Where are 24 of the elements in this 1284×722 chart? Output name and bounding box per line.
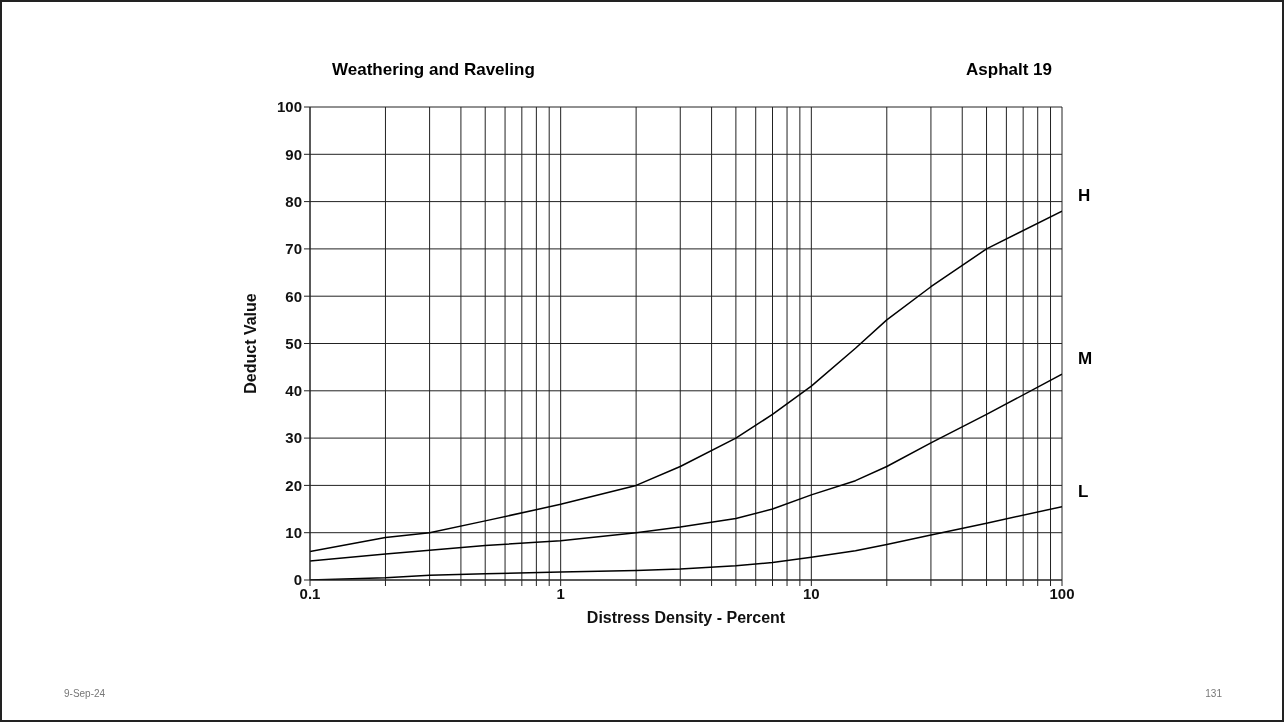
y-tick-label: 80 xyxy=(285,192,302,210)
x-tick-label: 100 xyxy=(1049,584,1075,602)
y-tick-label: 0 xyxy=(293,571,302,589)
x-tick-label: 0.1 xyxy=(299,584,321,602)
series-label: H xyxy=(1078,186,1091,206)
y-axis-title: Deduct Value xyxy=(241,293,259,394)
text: 131 xyxy=(1205,688,1222,699)
y-tick-label: 100 xyxy=(276,98,302,116)
y-tick-label: 50 xyxy=(285,334,302,352)
y-tick-label: 90 xyxy=(285,145,302,163)
x-axis-title: Distress Density - Percent xyxy=(586,609,786,627)
y-tick-label: 30 xyxy=(285,429,302,447)
y-tick-label: 20 xyxy=(285,476,302,494)
x-tick-label: 10 xyxy=(802,584,820,602)
y-tick-label: 10 xyxy=(285,524,302,542)
text: 9-Sep-24 xyxy=(64,688,106,699)
series-label: L xyxy=(1078,481,1089,501)
x-tick-label: 1 xyxy=(556,584,565,602)
chart-subtitle: Asphalt 19 xyxy=(966,60,1052,80)
chart-title: Weathering and Raveling xyxy=(332,60,535,80)
series-label: M xyxy=(1078,349,1093,369)
y-tick-label: 60 xyxy=(285,287,302,305)
y-tick-label: 70 xyxy=(285,240,302,258)
y-tick-label: 40 xyxy=(285,382,302,400)
